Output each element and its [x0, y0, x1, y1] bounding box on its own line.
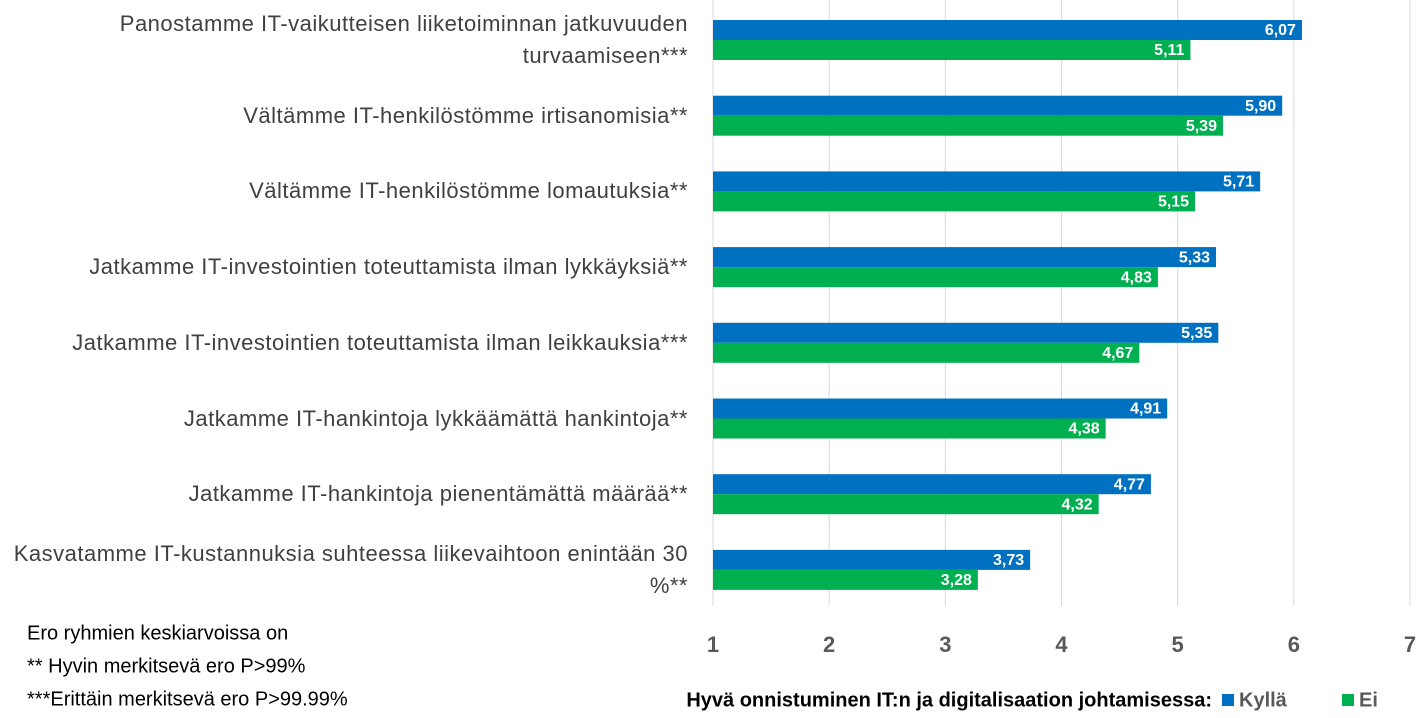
data-label: 5,11: [1154, 42, 1184, 59]
category-label: Jatkamme IT-hankintoja lykkäämättä hanki…: [0, 381, 688, 457]
data-label: 6,07: [1265, 22, 1296, 39]
bar: [713, 418, 1106, 439]
x-tick-label: 3: [939, 632, 951, 657]
note: ** Hyvin merkitsevä ero P>99%: [27, 655, 306, 677]
data-label: 4,91: [1130, 401, 1161, 418]
category-text: Jatkamme IT-hankintoja pienentämättä mää…: [188, 481, 688, 507]
data-label: 5,39: [1186, 118, 1217, 135]
bar: [713, 20, 1302, 40]
x-tick-label: 4: [1055, 632, 1068, 657]
x-tick-label: 2: [823, 632, 835, 657]
x-tick-label: 5: [1172, 632, 1184, 657]
data-label: 5,33: [1179, 249, 1210, 266]
bar: [713, 549, 1031, 570]
data-label: 4,83: [1121, 269, 1152, 286]
category-text: Jatkamme IT-hankintoja lykkäämättä hanki…: [183, 405, 688, 431]
bar: [713, 267, 1158, 288]
category-label: Vältämme IT-henkilöstömme lomautuksia**: [0, 153, 688, 229]
legend-title: Hyvä onnistuminen IT:n ja digitalisaatio…: [686, 689, 1212, 711]
category-text: Kasvatamme IT-kustannuksia suhteessa lii…: [13, 541, 688, 598]
legend-label: Kyllä: [1239, 689, 1288, 711]
data-label: 4,77: [1114, 476, 1145, 493]
x-tick-label: 1: [707, 632, 719, 657]
data-label: 5,90: [1245, 98, 1276, 115]
x-tick-label: 6: [1288, 632, 1300, 657]
data-label: 3,28: [941, 572, 972, 589]
bar: [713, 247, 1217, 268]
data-label: 4,38: [1069, 421, 1100, 438]
bar: [713, 171, 1261, 192]
bar: [713, 95, 1283, 116]
bar: [713, 398, 1168, 419]
x-tick-label: 7: [1404, 632, 1416, 657]
category-label: Jatkamme IT-investointien toteuttamista …: [0, 229, 688, 305]
bar: [713, 322, 1219, 343]
note: Ero ryhmien keskiarvoissa on: [27, 622, 288, 644]
legend-swatch: [1222, 694, 1234, 706]
data-label: 5,35: [1181, 325, 1212, 342]
category-label: Jatkamme IT-hankintoja pienentämättä mää…: [0, 456, 688, 532]
category-label: Vältämme IT-henkilöstömme irtisanomisia*…: [0, 78, 688, 154]
data-label: 4,32: [1062, 496, 1093, 513]
legend-label: Ei: [1359, 689, 1378, 711]
bar: [713, 342, 1140, 363]
data-label: 4,67: [1102, 345, 1133, 362]
data-label: 5,15: [1158, 194, 1189, 211]
data-label: 3,73: [993, 552, 1024, 569]
legend-swatch: [1342, 694, 1354, 706]
category-text: Vältämme IT-henkilöstömme lomautuksia**: [249, 178, 688, 204]
category-label: Jatkamme IT-investointien toteuttamista …: [0, 305, 688, 381]
bar: [713, 474, 1151, 495]
bar: [713, 40, 1191, 60]
note: ***Erittäin merkitsevä ero P>99.99%: [27, 688, 348, 710]
bar: [713, 569, 978, 590]
bar: [713, 115, 1223, 136]
bar: [713, 191, 1196, 212]
bar: [713, 494, 1099, 515]
category-label: Panostamme IT-vaikutteisen liiketoiminna…: [0, 2, 688, 78]
category-text: Vältämme IT-henkilöstömme irtisanomisia*…: [243, 102, 688, 128]
category-label: Kasvatamme IT-kustannuksia suhteessa lii…: [0, 532, 688, 608]
category-text: Jatkamme IT-investointien toteuttamista …: [89, 254, 688, 280]
category-text: Jatkamme IT-investointien toteuttamista …: [72, 329, 688, 355]
data-label: 5,71: [1223, 174, 1254, 191]
category-text: Panostamme IT-vaikutteisen liiketoiminna…: [119, 11, 688, 68]
